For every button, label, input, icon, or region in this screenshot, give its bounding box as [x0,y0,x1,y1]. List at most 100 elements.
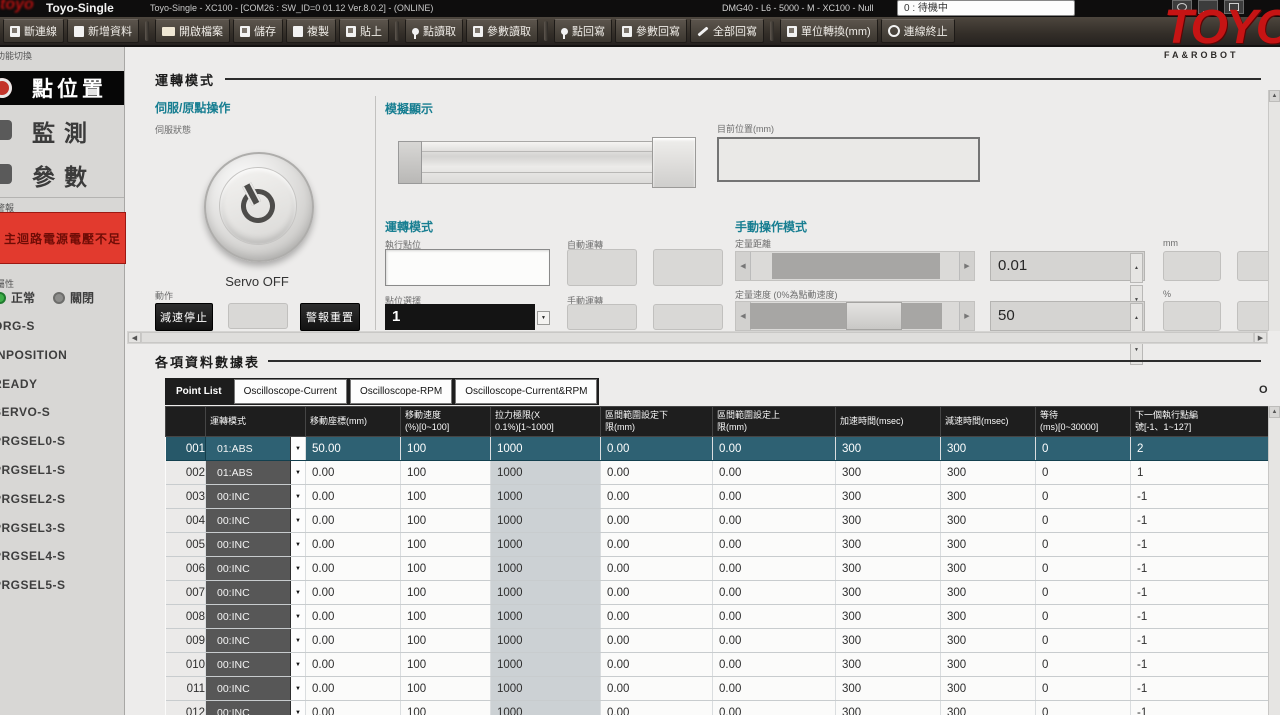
jog-minus-button[interactable] [1163,301,1221,331]
horizontal-scrollbar[interactable]: ◀ ▶ [127,331,1268,344]
cell-speed[interactable]: 100 [400,604,491,629]
cell-force[interactable]: 1000 [490,460,601,485]
mode-cell[interactable]: 01:ABS ▼ [205,460,306,485]
cell-coord[interactable]: 0.00 [305,652,401,677]
cell-range_high[interactable]: 0.00 [712,604,836,629]
cell-dec[interactable]: 300 [940,508,1036,533]
cell-next[interactable]: -1 [1130,580,1269,605]
mode-cell[interactable]: 00:INC ▼ [205,628,306,653]
cell-range_low[interactable]: 0.00 [600,628,713,653]
mode-cell[interactable]: 01:ABS ▼ [205,436,306,461]
cell-force[interactable]: 1000 [490,652,601,677]
row-number-cell[interactable]: 005 [165,532,206,557]
cell-dec[interactable]: 300 [940,436,1036,461]
toolbar-button-pin-read[interactable]: 點讀取 [405,19,463,43]
mode-cell[interactable]: 00:INC ▼ [205,604,306,629]
cell-wait[interactable]: 0 [1035,484,1131,509]
cell-speed[interactable]: 100 [400,652,491,677]
cell-range_low[interactable]: 0.00 [600,508,713,533]
servo-power-button[interactable] [204,152,314,262]
toolbar-button-copy[interactable]: 複製 [286,19,336,43]
scroll-up-icon[interactable]: ▲ [1269,90,1280,102]
mode-cell[interactable]: 00:INC ▼ [205,556,306,581]
cell-range_high[interactable]: 0.00 [712,436,836,461]
cell-range_high[interactable]: 0.00 [712,676,836,701]
cell-dec[interactable]: 300 [940,580,1036,605]
maximize-icon[interactable] [1224,0,1244,14]
toolbar-button-param-write[interactable]: 參數回寫 [615,19,687,43]
cell-coord[interactable]: 0.00 [305,676,401,701]
point-select-arrow-icon[interactable]: ▼ [537,311,550,325]
minimize-icon[interactable] [1198,0,1218,14]
cell-range_low[interactable]: 0.00 [600,604,713,629]
row-number-cell[interactable]: 002 [165,460,206,485]
cell-acc[interactable]: 300 [835,580,941,605]
cell-acc[interactable]: 300 [835,532,941,557]
cell-acc[interactable]: 300 [835,436,941,461]
cell-next[interactable]: 2 [1130,436,1269,461]
cell-range_low[interactable]: 0.00 [600,460,713,485]
mode-cell[interactable]: 00:INC ▼ [205,508,306,533]
cell-force[interactable]: 1000 [490,676,601,701]
cell-range_high[interactable]: 0.00 [712,508,836,533]
jog-minus-button[interactable] [1163,251,1221,281]
cell-wait[interactable]: 0 [1035,700,1131,715]
cell-range_low[interactable]: 0.00 [600,556,713,581]
cell-range_high[interactable]: 0.00 [712,556,836,581]
mode-cell[interactable]: 00:INC ▼ [205,532,306,557]
cell-range_high[interactable]: 0.00 [712,532,836,557]
row-number-cell[interactable]: 008 [165,604,206,629]
scrollbar-thumb[interactable] [141,332,1254,343]
cell-coord[interactable]: 0.00 [305,604,401,629]
scroll-left-icon[interactable]: ◀ [128,332,141,343]
mode-dropdown-icon[interactable]: ▼ [290,653,305,676]
mode-cell[interactable]: 00:INC ▼ [205,676,306,701]
mode-dropdown-icon[interactable]: ▼ [290,461,305,484]
sidebar-item-point-position[interactable]: 點位置 [0,71,124,105]
tab-oscilloscope-rpm[interactable]: Oscilloscope-RPM [349,379,453,404]
cell-range_high[interactable]: 0.00 [712,580,836,605]
sidebar-item-monitor[interactable]: 監測 [0,113,124,149]
spin-up-icon[interactable]: ▲ [1130,253,1143,283]
radio-normal[interactable]: 正常 [0,289,35,306]
mode-dropdown-icon[interactable]: ▼ [290,581,305,604]
mode-dropdown-icon[interactable]: ▼ [290,701,305,715]
mode-dropdown-icon[interactable]: ▼ [290,437,305,460]
cell-dec[interactable]: 300 [940,460,1036,485]
cell-wait[interactable]: 0 [1035,676,1131,701]
cell-range_low[interactable]: 0.00 [600,436,713,461]
status-dropdown[interactable]: 0 : 待機中 [897,0,1075,16]
radio-closed[interactable]: 關閉 [53,289,94,306]
manual-back-button[interactable] [567,304,637,330]
cell-range_low[interactable]: 0.00 [600,532,713,557]
vertical-scrollbar-table[interactable]: ▲ [1268,406,1280,715]
cell-acc[interactable]: 300 [835,700,941,715]
row-number-cell[interactable]: 004 [165,508,206,533]
toolbar-button-paste[interactable]: 貼上 [339,19,389,43]
mode-cell[interactable]: 00:INC ▼ [205,580,306,605]
cell-force[interactable]: 1000 [490,436,601,461]
cell-acc[interactable]: 300 [835,460,941,485]
cell-wait[interactable]: 0 [1035,628,1131,653]
cell-force[interactable]: 1000 [490,532,601,557]
point-select-dropdown[interactable]: 1 [385,304,535,330]
toolbar-button-plug[interactable]: 斷連線 [3,19,64,43]
cell-range_low[interactable]: 0.00 [600,652,713,677]
cell-speed[interactable]: 100 [400,436,491,461]
cell-range_high[interactable]: 0.00 [712,460,836,485]
mode-dropdown-icon[interactable]: ▼ [290,677,305,700]
toolbar-button-terminate[interactable]: 連線終止 [880,19,955,43]
cell-force[interactable]: 1000 [490,604,601,629]
cell-range_high[interactable]: 0.00 [712,484,836,509]
cell-speed[interactable]: 100 [400,580,491,605]
toolbar-button-unit-convert[interactable]: 單位轉換(mm) [780,19,878,43]
cell-range_high[interactable]: 0.00 [712,652,836,677]
mode-dropdown-icon[interactable]: ▼ [290,605,305,628]
manual-fwd-button[interactable] [653,304,723,330]
cell-force[interactable]: 1000 [490,508,601,533]
cell-coord[interactable]: 0.00 [305,484,401,509]
distance-slider[interactable]: ◀ ▶ [735,251,975,281]
cell-dec[interactable]: 300 [940,700,1036,715]
mode-cell[interactable]: 00:INC ▼ [205,652,306,677]
cell-coord[interactable]: 0.00 [305,556,401,581]
